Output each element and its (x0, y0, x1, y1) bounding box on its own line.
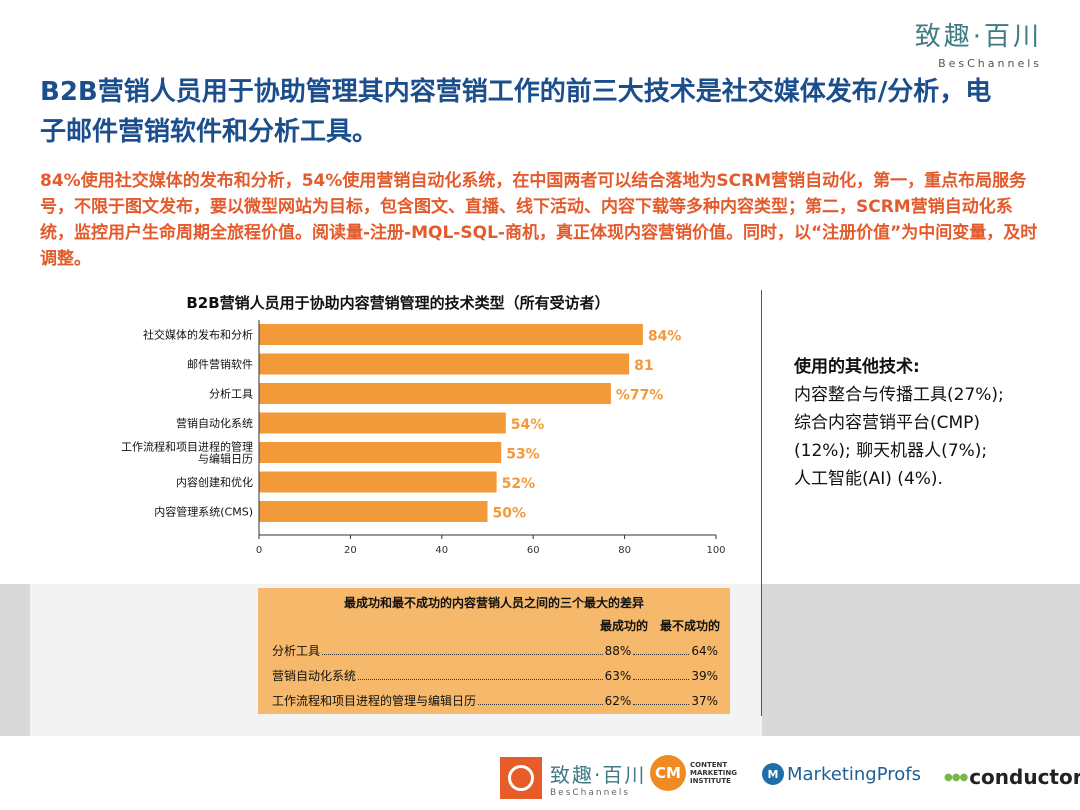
marketingprofs-name: MarketingProfs (787, 763, 921, 785)
bar (259, 442, 502, 463)
beschannels-en: BesChannels (550, 787, 631, 798)
row-most: 88% (604, 644, 632, 658)
other-tech-line: (12%); 聊天机器人(7%); (794, 441, 988, 461)
beschannels-logo: 致趣·百川 BesChannels (500, 757, 646, 799)
cmi-line: MARKETING (690, 769, 737, 777)
conductor-logo: ●●● conductor (944, 765, 1080, 789)
other-tech-line: 综合内容营销平台(CMP) (794, 413, 981, 433)
brand-name-cn: 致趣·百川 (914, 22, 1042, 52)
table-row: 分析工具 88% 64% (272, 642, 730, 659)
difference-table-header: 最成功的 最不成功的 (258, 617, 730, 634)
other-tech-title: 使用的其他技术: (794, 357, 920, 377)
difference-table-title: 最成功和最不成功的内容营销人员之间的三个最大的差异 (343, 596, 644, 610)
bar (259, 501, 488, 522)
bar (259, 471, 497, 493)
conductor-name: conductor (969, 765, 1080, 789)
cmi-mark-icon: CM (650, 755, 686, 791)
brand-name-en: BesChannels (938, 57, 1042, 70)
partner-logos: 致趣·百川 BesChannels CM CONTENT MARKETING I… (500, 755, 1080, 805)
difference-table: 最成功和最不成功的内容营销人员之间的三个最大的差异 最成功的 最不成功的 分析工… (258, 588, 730, 714)
category-label: 社交媒体的发布和分析 (143, 328, 253, 342)
category-label: 邮件营销软件 (187, 357, 253, 371)
row-label: 工作流程和项目进程的管理与编辑日历 (272, 694, 477, 708)
bar (259, 383, 611, 404)
leader-dots (633, 646, 690, 655)
beschannels-cn: 致趣·百川 (550, 762, 647, 787)
category-label: 内容管理系统(CMS) (154, 505, 253, 519)
bar (259, 412, 506, 434)
x-tick-label: 20 (344, 545, 357, 556)
data-label: 54% (511, 417, 545, 433)
summary-text: 84%使用社交媒体的发布和分析，54%使用营销自动化系统，在中国两者可以结合落地… (40, 171, 1038, 269)
category-label: 工作流程和项目进程的管理 (121, 440, 253, 454)
x-tick-label: 40 (435, 545, 448, 556)
conductor-dots-icon: ●●● (944, 771, 968, 783)
row-least: 64% (691, 644, 718, 658)
row-label: 营销自动化系统 (272, 669, 357, 683)
x-tick-label: 100 (706, 545, 725, 556)
beschannels-mark-icon (500, 757, 542, 799)
cmi-line: CONTENT (690, 761, 728, 769)
data-label: 53% (506, 447, 540, 463)
brand-logo: 致趣·百川 BesChannels (915, 16, 1042, 70)
category-label: 营销自动化系统 (176, 416, 253, 430)
cmi-logo: CM CONTENT MARKETING INSTITUTE (650, 755, 737, 791)
data-label: 52% (502, 476, 536, 492)
bar-chart: B2B营销人员用于协助内容营销管理的技术类型（所有受访者） 84% 社交媒体的发布… (121, 294, 726, 556)
data-label: 50% (493, 506, 527, 522)
table-row: 工作流程和项目进程的管理与编辑日历 62% 37% (272, 692, 730, 709)
x-tick-label: 80 (618, 545, 631, 556)
panel-divider (761, 290, 762, 720)
leader-dots (633, 696, 690, 705)
other-tech-line: 人工智能(AI) (4%). (794, 469, 943, 489)
row-least: 37% (691, 694, 718, 708)
x-tick-label: 60 (527, 545, 540, 556)
category-label: 分析工具 (209, 387, 253, 401)
table-row: 营销自动化系统 63% 39% (272, 667, 730, 684)
bar (259, 324, 643, 345)
other-tech-line: 内容整合与传播工具(27%); (794, 385, 1004, 405)
category-label: 内容创建和优化 (176, 475, 253, 489)
category-label: 与编辑日历 (198, 452, 253, 466)
marketingprofs-logo: M MarketingProfs (762, 763, 921, 785)
leader-dots (478, 696, 603, 705)
chart-title: B2B营销人员用于协助内容营销管理的技术类型（所有受访者） (186, 294, 609, 312)
other-technologies: 使用的其他技术: 内容整合与传播工具(27%); 综合内容营销平台(CMP) (… (794, 353, 1064, 493)
col-header-most: 最成功的 (599, 619, 648, 633)
panel-divider (761, 584, 762, 716)
leader-dots (633, 671, 690, 680)
row-most: 63% (604, 669, 632, 683)
row-label: 分析工具 (272, 644, 321, 658)
page-title: B2B营销人员用于协助管理其内容营销工作的前三大技术是社交媒体发布/分析，电子邮… (40, 77, 992, 147)
bar (259, 353, 630, 375)
leader-dots (358, 671, 603, 680)
row-most: 62% (604, 694, 632, 708)
col-header-least: 最不成功的 (659, 619, 720, 633)
data-label: 81 (634, 358, 653, 374)
x-tick-label: 0 (256, 545, 262, 556)
data-label: %77% (616, 388, 664, 404)
data-label: 84% (648, 329, 682, 345)
cmi-line: INSTITUTE (690, 777, 731, 785)
leader-dots (322, 646, 603, 655)
row-least: 39% (691, 669, 718, 683)
marketingprofs-mark-icon: M (762, 763, 784, 785)
